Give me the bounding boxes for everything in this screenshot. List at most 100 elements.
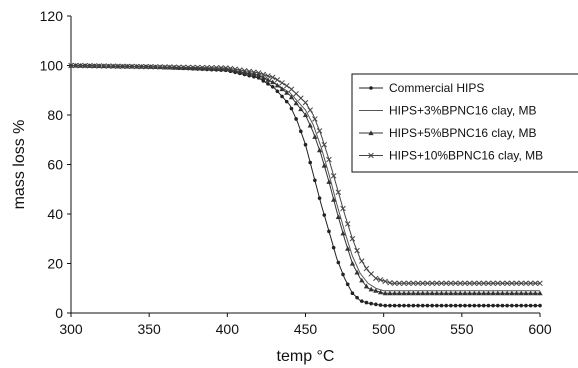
legend-box <box>351 73 578 173</box>
data-point <box>194 64 201 71</box>
data-point <box>77 62 84 69</box>
data-point <box>265 73 271 79</box>
data-point <box>532 290 538 296</box>
legend-label: HIPS+5%BPNC16 clay, MB <box>389 126 537 140</box>
data-point <box>293 90 299 97</box>
data-point <box>340 230 346 236</box>
data-point <box>312 134 318 139</box>
data-point <box>472 303 477 308</box>
data-point <box>415 290 421 296</box>
data-point <box>265 77 271 82</box>
data-point <box>486 303 491 308</box>
data-point <box>528 303 533 308</box>
data-point <box>213 65 220 71</box>
data-point <box>439 303 444 308</box>
data-point <box>462 280 468 287</box>
data-point <box>397 303 402 308</box>
legend-label: HIPS+3%BPNC16 clay, MB <box>389 104 537 118</box>
data-point <box>528 290 534 296</box>
data-point <box>491 303 495 308</box>
data-point <box>354 247 360 254</box>
data-point <box>162 64 168 70</box>
data-point <box>283 83 290 89</box>
data-point <box>466 280 473 287</box>
data-point <box>430 303 434 308</box>
data-point <box>180 64 187 71</box>
data-point <box>302 99 309 106</box>
data-point <box>513 290 520 296</box>
data-point <box>401 290 407 296</box>
data-point <box>110 63 116 69</box>
data-point <box>519 303 524 308</box>
data-point <box>485 290 492 296</box>
data-point <box>218 66 224 72</box>
data-point <box>406 303 411 308</box>
data-point <box>246 68 252 75</box>
data-point <box>396 290 402 296</box>
data-point <box>232 68 238 73</box>
data-point <box>369 86 373 90</box>
data-point <box>241 67 248 74</box>
data-point <box>504 280 510 287</box>
data-point <box>424 290 431 296</box>
data-point <box>391 280 398 287</box>
data-point <box>457 280 464 287</box>
data-point <box>133 63 140 70</box>
data-point <box>509 290 515 296</box>
data-point <box>350 291 355 296</box>
data-point <box>495 303 500 308</box>
y-tick-label: 40 <box>47 206 63 222</box>
data-point <box>147 64 154 70</box>
x-tick-label: 550 <box>450 321 474 337</box>
data-point <box>266 82 270 86</box>
legend: Commercial HIPS HIPS+3%BPNC16 clay, MB HIP… <box>351 73 578 173</box>
data-point <box>377 289 384 295</box>
data-point <box>527 280 534 287</box>
data-point <box>401 280 407 287</box>
data-point <box>452 280 459 287</box>
data-point <box>402 303 406 308</box>
data-point <box>406 290 412 296</box>
data-point <box>359 299 364 303</box>
data-point <box>72 62 79 69</box>
legend-item: Commercial HIPS <box>359 81 484 95</box>
data-point <box>82 62 88 69</box>
data-point <box>227 67 234 72</box>
data-point <box>105 63 112 69</box>
data-point <box>429 290 435 296</box>
data-point <box>495 280 501 287</box>
data-point <box>261 79 266 83</box>
data-point <box>340 205 346 212</box>
data-point <box>68 62 74 69</box>
data-point <box>307 107 313 113</box>
data-point <box>499 280 506 287</box>
data-point <box>327 229 331 234</box>
data-point <box>485 280 492 287</box>
data-point <box>119 63 126 70</box>
data-point <box>330 173 337 179</box>
data-point <box>523 280 529 287</box>
data-point <box>467 290 473 296</box>
y-tick-label: 20 <box>47 256 63 272</box>
x-tick-label: 500 <box>372 321 396 337</box>
y-tick-label: 100 <box>40 58 64 74</box>
data-point <box>480 280 487 287</box>
data-point <box>138 63 145 70</box>
data-point <box>434 290 440 296</box>
data-point <box>354 269 360 275</box>
data-point <box>241 70 248 75</box>
data-point <box>443 280 449 287</box>
data-point <box>157 64 163 70</box>
y-tick-label: 80 <box>47 107 63 123</box>
data-point <box>171 64 177 70</box>
data-point <box>204 64 210 71</box>
data-point <box>410 290 416 296</box>
data-point <box>388 303 392 308</box>
data-point <box>270 79 276 85</box>
data-point <box>246 70 252 76</box>
data-point <box>316 147 323 153</box>
data-point <box>308 160 312 165</box>
legend-item: HIPS+10%BPNC16 clay, MB <box>359 149 543 163</box>
data-point <box>368 130 374 136</box>
data-point <box>500 303 505 308</box>
